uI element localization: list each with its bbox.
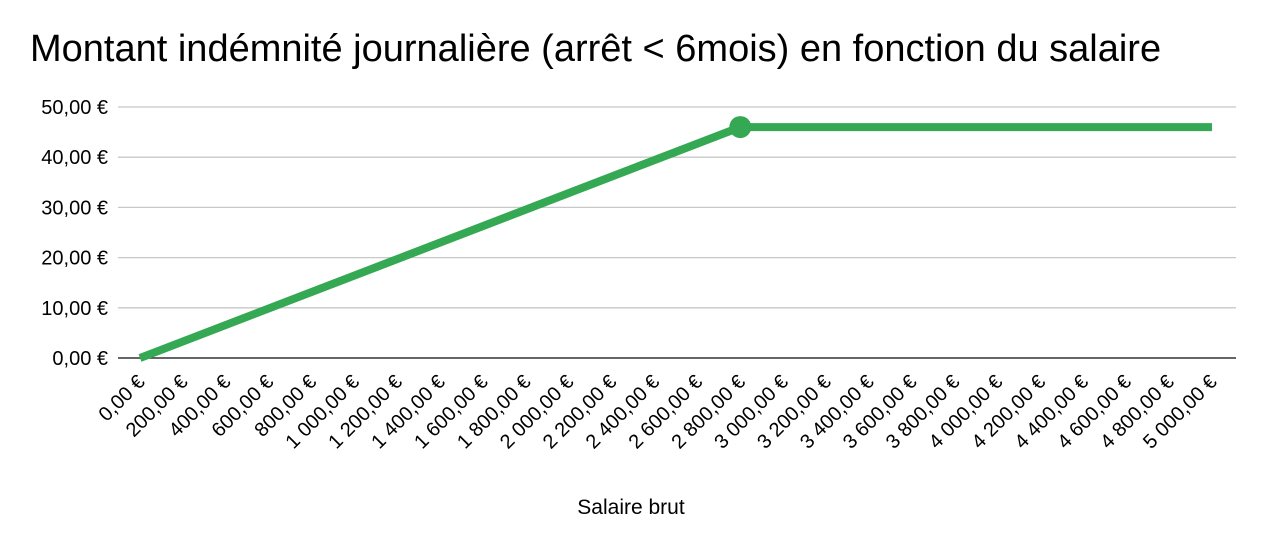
y-tick-label: 20,00 € [41, 248, 108, 270]
chart-title: Montant indémnité journalière (arrêt < 6… [30, 28, 1162, 70]
x-axis-label: Salaire brut [577, 496, 685, 519]
y-tick-label: 40,00 € [41, 147, 108, 169]
series-point [729, 116, 752, 139]
y-tick-label: 30,00 € [41, 197, 108, 219]
y-tick-label: 0,00 € [52, 348, 108, 370]
series-line [138, 123, 1212, 362]
y-tick-label: 10,00 € [41, 298, 108, 320]
y-tick-label: 50,00 € [41, 97, 108, 119]
